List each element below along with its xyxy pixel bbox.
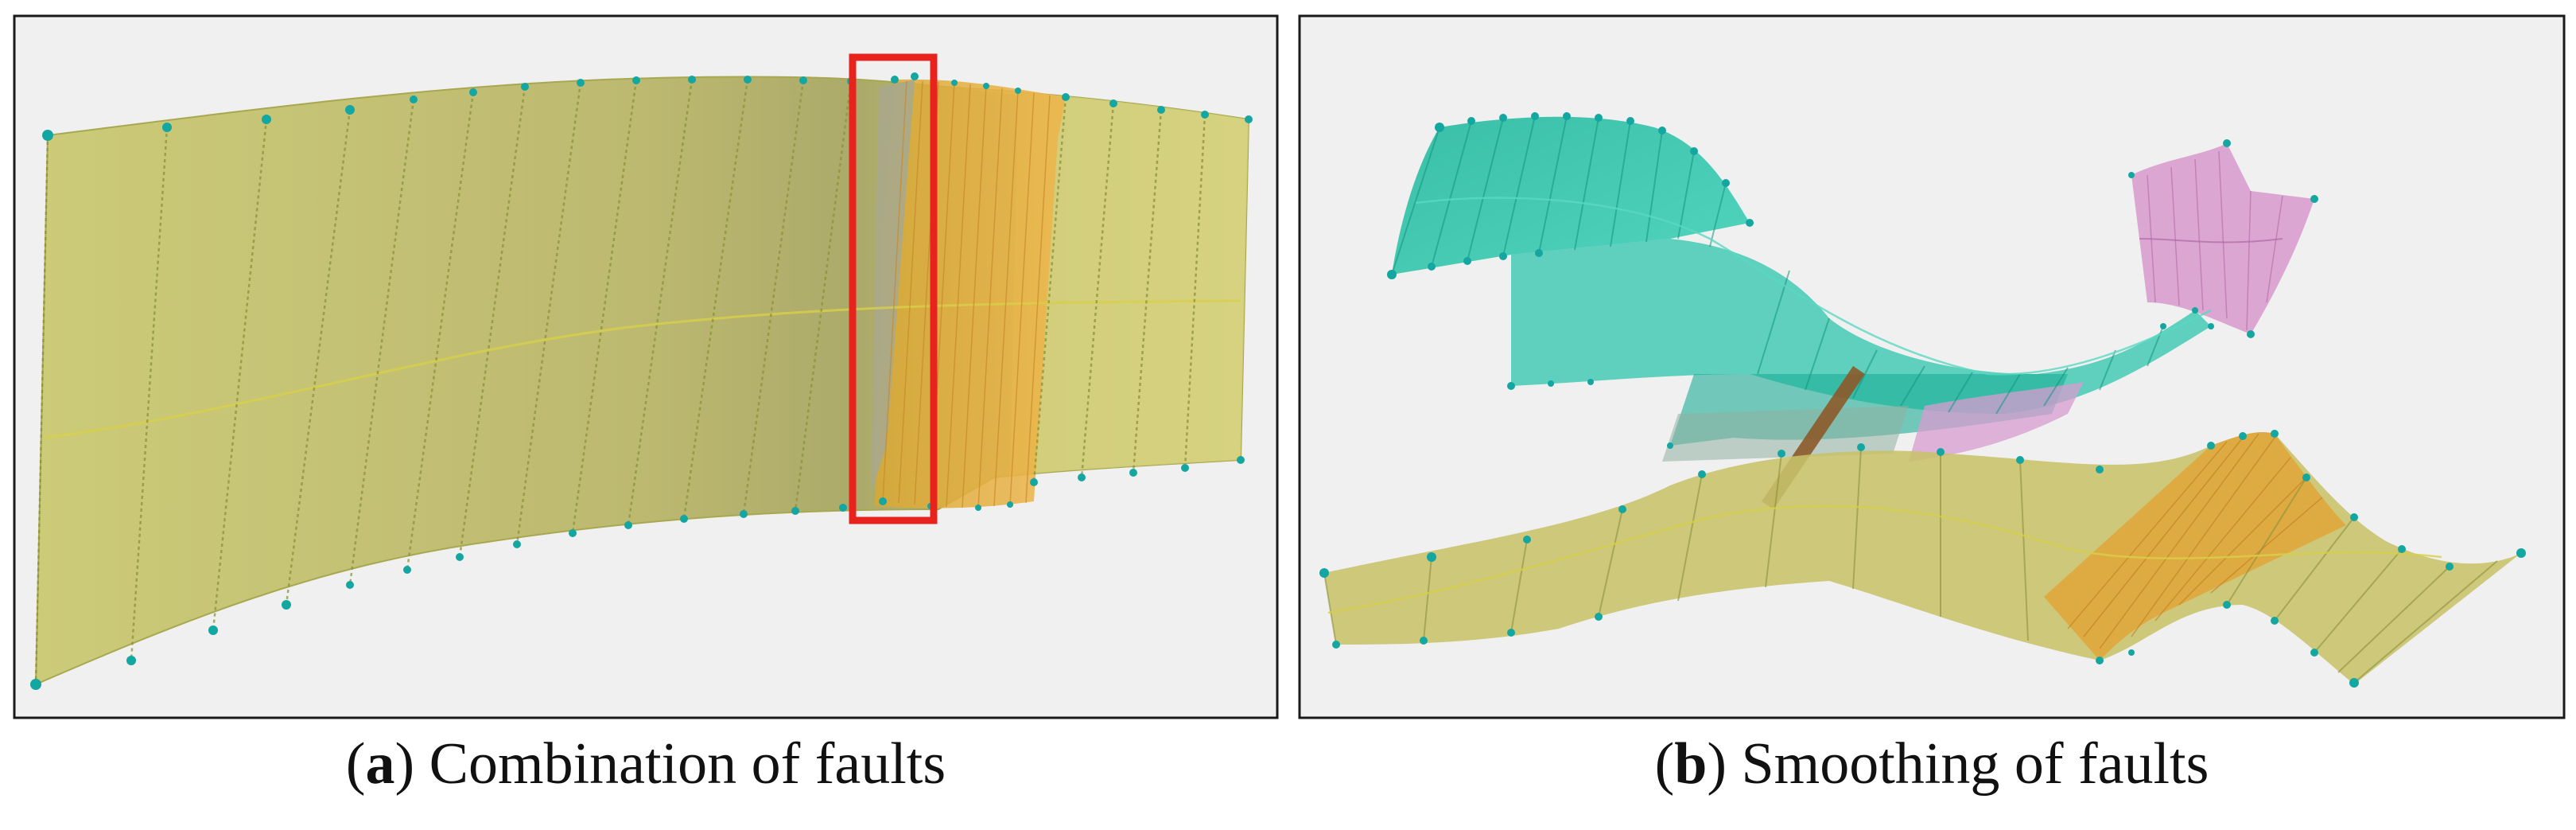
panel-a bbox=[13, 14, 1279, 719]
fault-surface-pink-lower bbox=[1909, 382, 2084, 462]
panel-b-frame bbox=[1298, 14, 2566, 719]
fault-grid-lines bbox=[34, 79, 1206, 685]
teal-grid-lines bbox=[1391, 115, 2164, 415]
teal-midline bbox=[1415, 197, 2212, 376]
caption-a-text: Combination of faults bbox=[429, 731, 946, 797]
fault-surface-orange-b bbox=[2044, 432, 2346, 660]
caption-b-letter: b bbox=[1674, 731, 1708, 797]
orange-grid-lines bbox=[2067, 433, 2323, 649]
fault-surface-teal-middle bbox=[1511, 239, 2211, 414]
pink-midline bbox=[2139, 238, 2283, 244]
caption-a: (a) Combination of faults bbox=[345, 731, 946, 797]
fault-grid-lines-dense bbox=[882, 80, 1051, 509]
fault-midline bbox=[43, 299, 1241, 439]
fault-sliver bbox=[871, 80, 915, 493]
pink-grid-lines bbox=[2147, 150, 2283, 331]
fault-nodes bbox=[30, 72, 1253, 690]
caption-b-text: Smoothing of faults bbox=[1741, 731, 2209, 797]
panel-a-frame bbox=[13, 14, 1279, 719]
olive-grid-lines bbox=[1323, 446, 2498, 684]
fault-surface-small bbox=[1662, 406, 1909, 462]
panel-b bbox=[1298, 14, 2566, 719]
highlight-box bbox=[849, 53, 938, 524]
caption-b: (b) Smoothing of faults bbox=[1654, 731, 2209, 797]
caption-a-letter: a bbox=[365, 731, 395, 797]
olive-midline bbox=[1327, 505, 2442, 614]
fault-surface-teal-upper bbox=[1392, 116, 1750, 275]
fault-surface-orange bbox=[875, 79, 1066, 509]
fault-nodes-b bbox=[1319, 112, 2526, 688]
